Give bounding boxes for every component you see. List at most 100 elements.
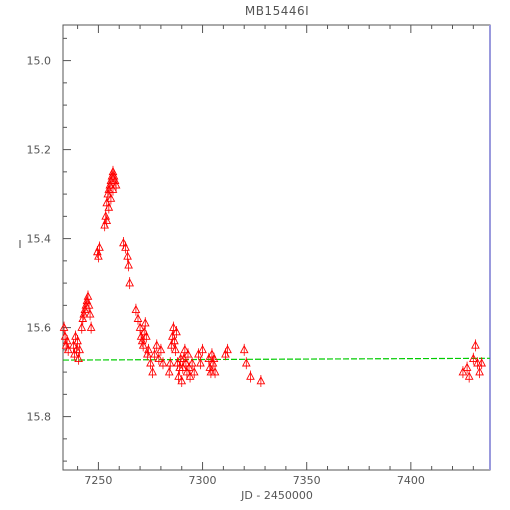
data-point bbox=[94, 250, 103, 263]
plot-frame bbox=[62, 24, 491, 471]
data-point bbox=[121, 241, 130, 254]
data-point bbox=[187, 357, 197, 370]
data-point bbox=[462, 361, 472, 374]
data-point bbox=[146, 357, 155, 370]
data-point bbox=[106, 174, 116, 187]
data-point bbox=[105, 179, 115, 192]
data-point bbox=[102, 214, 112, 227]
data-point bbox=[239, 343, 249, 356]
data-point bbox=[206, 366, 216, 379]
data-point bbox=[184, 361, 194, 374]
data-point bbox=[178, 361, 188, 374]
data-point bbox=[185, 370, 195, 383]
data-point bbox=[209, 352, 219, 365]
data-point bbox=[62, 334, 72, 347]
data-point bbox=[194, 348, 203, 361]
data-point bbox=[72, 343, 81, 356]
data-point bbox=[181, 357, 191, 370]
data-point bbox=[141, 330, 151, 343]
data-point bbox=[73, 334, 82, 347]
data-point bbox=[208, 357, 218, 370]
data-point bbox=[169, 321, 178, 334]
data-point bbox=[158, 357, 168, 370]
data-point bbox=[464, 370, 474, 383]
data-point bbox=[106, 192, 116, 205]
baseline-line bbox=[62, 357, 491, 361]
data-point bbox=[135, 321, 145, 334]
x-axis-ticks: 7250 7300 7350 7400 bbox=[77, 25, 474, 487]
data-point bbox=[180, 343, 190, 356]
data-point bbox=[108, 183, 118, 196]
y-axis-label: I bbox=[18, 238, 21, 251]
data-point bbox=[210, 366, 220, 379]
data-point bbox=[148, 366, 157, 379]
data-point bbox=[131, 303, 141, 316]
data-point bbox=[189, 366, 199, 379]
y-tick-label: 15.8 bbox=[27, 411, 52, 424]
data-point bbox=[140, 317, 150, 330]
data-point bbox=[103, 188, 113, 201]
x-tick-label: 7350 bbox=[293, 474, 321, 487]
data-point bbox=[223, 343, 232, 356]
data-point bbox=[152, 339, 162, 352]
data-point bbox=[86, 321, 96, 334]
data-point bbox=[471, 339, 480, 352]
data-point bbox=[183, 348, 193, 361]
data-point bbox=[111, 179, 121, 192]
data-point bbox=[104, 183, 114, 196]
data-point bbox=[124, 259, 133, 272]
data-point bbox=[458, 366, 468, 379]
data-point bbox=[164, 366, 174, 379]
data-point bbox=[473, 357, 482, 370]
x-tick-label: 7400 bbox=[397, 474, 425, 487]
data-point bbox=[246, 370, 255, 383]
data-point bbox=[175, 361, 184, 374]
data-point bbox=[165, 357, 175, 370]
y-tick-label: 15.6 bbox=[27, 322, 52, 335]
y-axis-ticks: 15.0 15.2 15.4 15.6 15.8 bbox=[27, 37, 71, 462]
data-point bbox=[166, 339, 176, 352]
data-point bbox=[176, 352, 186, 365]
data-point bbox=[475, 366, 484, 379]
data-point bbox=[69, 339, 78, 352]
x-tick-label: 7250 bbox=[84, 474, 112, 487]
data-point bbox=[198, 343, 207, 356]
data-point bbox=[85, 308, 95, 321]
data-point bbox=[174, 370, 183, 383]
data-point bbox=[125, 277, 135, 290]
data-point bbox=[75, 343, 85, 356]
data-point bbox=[196, 357, 205, 370]
data-point bbox=[154, 352, 164, 365]
data-point bbox=[256, 375, 266, 387]
data-point bbox=[74, 352, 83, 365]
data-point bbox=[79, 308, 89, 321]
data-point bbox=[95, 241, 104, 254]
x-tick-label: 7300 bbox=[189, 474, 217, 487]
data-point bbox=[77, 321, 87, 334]
y-tick-label: 15.0 bbox=[27, 55, 52, 68]
y-tick-label: 15.4 bbox=[27, 233, 52, 246]
y-tick-label: 15.2 bbox=[27, 144, 52, 157]
data-point bbox=[104, 201, 114, 214]
data-point bbox=[468, 352, 478, 365]
data-point bbox=[156, 343, 166, 356]
data-point bbox=[80, 303, 90, 316]
data-point bbox=[172, 326, 181, 339]
data-point bbox=[204, 352, 214, 365]
x-axis-label: JD - 2450000 bbox=[240, 489, 313, 502]
data-point bbox=[59, 321, 69, 334]
data-point bbox=[144, 343, 153, 356]
chart-title: MB15446I bbox=[245, 4, 309, 18]
data-point bbox=[123, 250, 132, 263]
data-point bbox=[63, 343, 73, 356]
data-point bbox=[171, 343, 180, 356]
data-point bbox=[84, 299, 94, 312]
data-point bbox=[143, 348, 152, 361]
data-point bbox=[177, 375, 187, 387]
data-point bbox=[170, 334, 179, 347]
data-point bbox=[78, 312, 88, 325]
data-points bbox=[59, 165, 487, 387]
data-point bbox=[241, 357, 251, 370]
data-point bbox=[83, 290, 93, 303]
